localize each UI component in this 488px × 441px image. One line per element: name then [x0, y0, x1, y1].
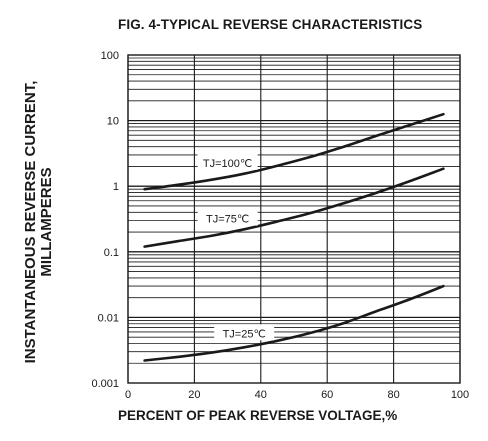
x-tick-label: 40 [255, 389, 267, 401]
x-tick-label: 0 [125, 389, 131, 401]
series-line [143, 284, 445, 362]
series-label-backdrop [197, 209, 258, 226]
y-tick-label: 10 [107, 116, 119, 128]
y-tick-label: 0.01 [98, 312, 119, 324]
series-group [143, 112, 445, 362]
series-label-backdrop [214, 324, 275, 341]
series-labels: TJ=100℃ TJ=75℃ TJ=25℃ [197, 153, 275, 341]
chart-title: FIG. 4-TYPICAL REVERSE CHARACTERISTICS [118, 17, 423, 32]
y-axis-label: INSTANTANEOUS REVERSE CURRENT, MILLAMPER… [22, 80, 55, 364]
axis-ticks: 0 20 40 60 80 100 0.001 0.01 0.1 1 10 100 [91, 50, 469, 401]
x-tick-label: 100 [451, 389, 469, 401]
series-line [143, 112, 445, 191]
x-tick-label: 60 [321, 389, 333, 401]
y-tick-label: 100 [101, 50, 119, 62]
series-label: TJ=25℃ [223, 328, 266, 340]
series-label-backdrop [197, 153, 258, 170]
series-label: TJ=75℃ [206, 214, 249, 226]
series-label: TJ=100℃ [203, 158, 252, 170]
y-tick-label: 1 [113, 181, 119, 193]
x-axis-label: PERCENT OF PEAK REVERSE VOLTAGE,% [118, 408, 398, 423]
y-tick-label: 0.1 [104, 247, 119, 259]
plot-frame [127, 54, 461, 384]
grid-lines [127, 54, 461, 384]
x-tick-label: 20 [188, 389, 200, 401]
y-tick-label: 0.001 [91, 378, 119, 390]
x-tick-label: 80 [387, 389, 399, 401]
series-line [143, 167, 445, 248]
